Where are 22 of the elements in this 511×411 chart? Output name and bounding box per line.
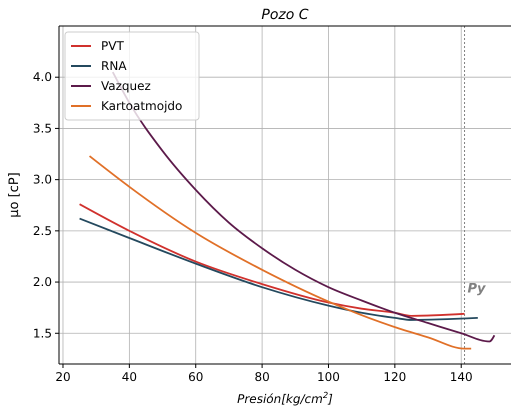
x-tick-label: 140 — [450, 370, 473, 384]
x-tick-label: 80 — [254, 370, 270, 384]
legend-label: RNA — [101, 59, 128, 73]
y-tick-label: 4.0 — [32, 70, 52, 84]
y-tick-label: 2.0 — [32, 275, 52, 290]
x-axis-title: Presión[kg/cm$^{2}$] — [237, 390, 334, 406]
legend-label: PVT — [101, 39, 124, 53]
x-tick-label: 100 — [317, 370, 340, 384]
y-axis-title: μo [cP] — [7, 172, 22, 218]
y-tick-label: 1.5 — [32, 326, 52, 340]
y-tick-label: 3.5 — [32, 121, 52, 136]
line-series — [78, 203, 466, 317]
y-tick-label: 3.0 — [32, 172, 52, 187]
chart-title: Pozo C — [261, 7, 309, 23]
y-tick-label: 2.5 — [32, 224, 52, 238]
legend-label: Vazquez — [101, 79, 151, 93]
legend-label: Kartoatmojdo — [101, 99, 182, 113]
ref-line-label: Py — [468, 281, 486, 296]
x-tick-label: 60 — [188, 370, 204, 384]
x-tick-label: 40 — [122, 370, 137, 384]
x-tick-label: 120 — [383, 370, 406, 384]
x-tick-label: 20 — [55, 370, 71, 384]
